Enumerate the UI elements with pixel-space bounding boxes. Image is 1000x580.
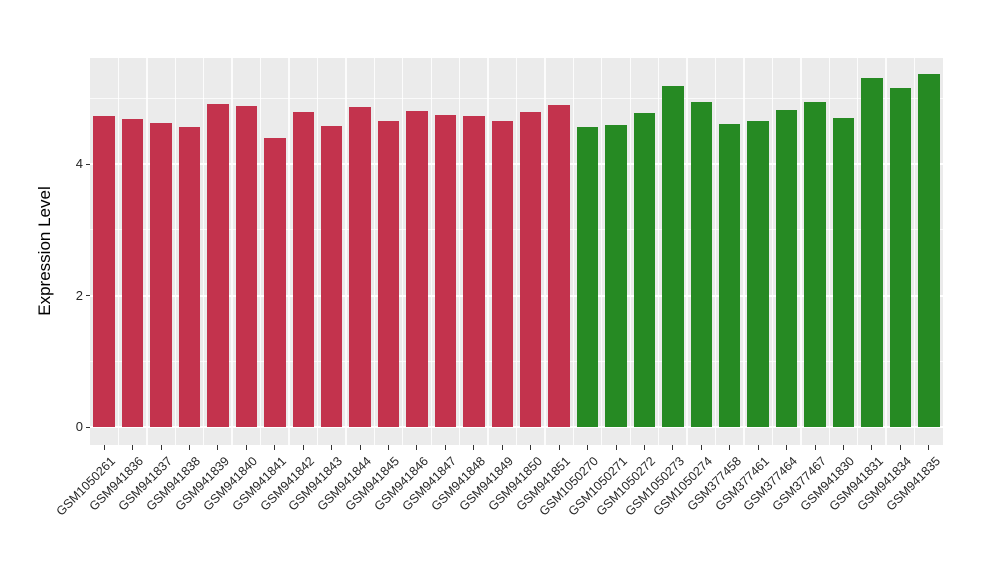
plot-panel <box>90 58 943 445</box>
gridline-vertical <box>743 58 745 445</box>
y-tick-label-0: 0 <box>75 419 83 434</box>
gridline-vertical <box>458 58 461 445</box>
bar-GSM941847 <box>434 114 457 427</box>
x-tick-mark <box>103 445 105 450</box>
bar-GSM1050261 <box>93 116 115 427</box>
bar-GSM941839 <box>207 103 229 427</box>
gridline-vertical <box>402 58 404 445</box>
x-tick-mark <box>587 445 589 450</box>
bar-GSM941834 <box>889 87 912 427</box>
y-tick-label-4: 4 <box>75 156 83 171</box>
x-tick-mark <box>899 445 901 450</box>
bar-GSM1050270 <box>576 127 599 427</box>
gridline-vertical <box>857 58 859 445</box>
bar-GSM377458 <box>719 123 741 427</box>
x-tick-mark <box>786 445 788 450</box>
gridline-vertical <box>259 58 262 445</box>
x-tick-mark <box>444 445 446 450</box>
x-tick-mark <box>729 445 731 450</box>
gridline-vertical <box>203 58 205 445</box>
gridline-vertical <box>345 58 347 445</box>
gridline-vertical <box>117 58 120 445</box>
bar-GSM1050271 <box>605 125 627 427</box>
x-tick-mark <box>132 445 134 450</box>
x-tick-mark <box>672 445 674 450</box>
bar-GSM1050272 <box>633 113 656 427</box>
x-tick-mark <box>757 445 759 450</box>
gridline-vertical <box>174 58 176 445</box>
x-tick-mark <box>643 445 645 450</box>
gridline-vertical <box>657 58 660 445</box>
x-tick-mark <box>416 445 418 450</box>
gridline-vertical <box>146 58 148 445</box>
gridline-vertical <box>316 58 319 445</box>
gridline-vertical <box>686 58 688 445</box>
bar-GSM941846 <box>406 110 428 427</box>
gridline-vertical <box>544 58 546 445</box>
bar-GSM941845 <box>377 121 400 427</box>
x-tick-mark <box>217 445 219 450</box>
y-tick-mark-4 <box>86 163 90 165</box>
bar-GSM377461 <box>747 121 769 427</box>
bar-GSM941830 <box>832 117 855 427</box>
x-tick-mark <box>274 445 276 450</box>
bar-GSM941840 <box>235 106 258 427</box>
gridline-vertical <box>231 58 233 445</box>
gridline-vertical <box>913 58 916 445</box>
gridline-vertical <box>373 58 376 445</box>
x-tick-mark <box>245 445 247 450</box>
gridline-vertical <box>430 58 432 445</box>
x-tick-mark <box>530 445 532 450</box>
gridline-vertical <box>629 58 631 445</box>
x-tick-mark <box>928 445 930 450</box>
x-tick-mark <box>842 445 844 450</box>
gridline-vertical <box>572 58 575 445</box>
bar-GSM1050273 <box>662 86 684 427</box>
gridline-vertical <box>515 58 518 445</box>
bar-GSM941844 <box>349 106 371 427</box>
x-tick-mark <box>473 445 475 450</box>
bar-GSM941849 <box>491 121 513 427</box>
gridline-vertical <box>288 58 290 445</box>
x-tick-mark <box>615 445 617 450</box>
x-tick-mark <box>302 445 304 450</box>
bar-GSM941831 <box>861 77 883 427</box>
x-tick-mark <box>331 445 333 450</box>
y-tick-mark-0 <box>86 426 90 428</box>
x-tick-mark <box>388 445 390 450</box>
bar-GSM941850 <box>519 112 542 427</box>
gridline-vertical <box>714 58 717 445</box>
gridline-vertical <box>828 58 830 445</box>
bar-GSM941848 <box>463 116 485 427</box>
gridline-vertical <box>771 58 774 445</box>
y-axis-title: Expression Level <box>35 186 54 316</box>
bar-GSM941838 <box>178 126 201 427</box>
bar-GSM377464 <box>775 110 798 427</box>
gridline-vertical <box>601 58 603 445</box>
gridline-vertical <box>800 58 802 445</box>
bar-GSM941842 <box>292 112 314 427</box>
bar-GSM941851 <box>548 104 570 427</box>
bar-GSM377467 <box>804 102 826 427</box>
x-tick-mark <box>359 445 361 450</box>
gridline-vertical <box>487 58 489 445</box>
bar-GSM941836 <box>121 119 144 427</box>
x-tick-mark <box>814 445 816 450</box>
bar-GSM941837 <box>150 122 172 427</box>
bar-GSM941835 <box>918 73 940 427</box>
x-tick-mark <box>871 445 873 450</box>
x-tick-mark <box>189 445 191 450</box>
bar-GSM1050274 <box>690 102 713 427</box>
bar-GSM941841 <box>264 137 286 427</box>
x-tick-mark <box>558 445 560 450</box>
bar-GSM941843 <box>320 125 343 427</box>
gridline-vertical <box>885 58 887 445</box>
x-tick-mark <box>160 445 162 450</box>
x-tick-mark <box>700 445 702 450</box>
x-tick-mark <box>501 445 503 450</box>
y-tick-mark-2 <box>86 295 90 296</box>
y-tick-label-2: 2 <box>75 287 83 303</box>
